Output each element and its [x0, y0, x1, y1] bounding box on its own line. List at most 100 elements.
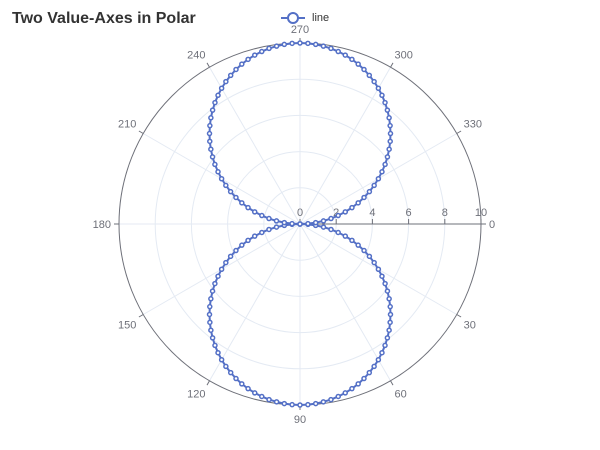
- data-point[interactable]: [328, 215, 334, 222]
- data-point[interactable]: [379, 349, 385, 356]
- data-point[interactable]: [387, 319, 393, 326]
- data-point[interactable]: [223, 78, 229, 85]
- data-point[interactable]: [212, 280, 218, 287]
- data-point[interactable]: [382, 342, 388, 349]
- data-point[interactable]: [387, 311, 394, 318]
- data-point[interactable]: [215, 169, 221, 175]
- data-point[interactable]: [355, 61, 361, 67]
- data-point[interactable]: [215, 92, 221, 99]
- data-point[interactable]: [371, 259, 377, 266]
- data-point[interactable]: [212, 342, 218, 349]
- data-point[interactable]: [245, 385, 251, 392]
- data-point[interactable]: [387, 130, 394, 137]
- data-point[interactable]: [355, 381, 361, 387]
- data-point[interactable]: [208, 146, 214, 152]
- data-point[interactable]: [252, 52, 258, 58]
- data-point[interactable]: [273, 399, 280, 405]
- data-point[interactable]: [342, 209, 349, 215]
- data-point[interactable]: [384, 335, 391, 341]
- data-point[interactable]: [208, 296, 214, 302]
- data-point[interactable]: [375, 176, 382, 182]
- data-point[interactable]: [259, 229, 265, 236]
- data-point[interactable]: [289, 401, 295, 408]
- data-point[interactable]: [208, 115, 214, 121]
- data-point[interactable]: [387, 122, 393, 129]
- data-point[interactable]: [349, 385, 355, 392]
- data-point[interactable]: [218, 85, 225, 91]
- data-point[interactable]: [206, 311, 213, 318]
- data-point[interactable]: [273, 218, 280, 224]
- data-point[interactable]: [245, 204, 251, 211]
- data-point[interactable]: [379, 273, 385, 279]
- data-point[interactable]: [215, 349, 221, 356]
- data-point[interactable]: [386, 146, 392, 152]
- data-point[interactable]: [208, 327, 214, 333]
- data-point[interactable]: [297, 402, 303, 408]
- data-point[interactable]: [209, 288, 216, 294]
- data-point[interactable]: [223, 182, 229, 189]
- data-point[interactable]: [212, 161, 218, 168]
- data-point[interactable]: [387, 138, 393, 145]
- data-point[interactable]: [289, 220, 295, 227]
- data-point[interactable]: [227, 72, 234, 79]
- data-point[interactable]: [239, 381, 245, 387]
- data-point[interactable]: [233, 247, 239, 254]
- data-point[interactable]: [312, 219, 319, 226]
- data-point[interactable]: [320, 43, 327, 49]
- data-point[interactable]: [233, 194, 239, 201]
- data-point[interactable]: [212, 99, 218, 106]
- data-point[interactable]: [320, 218, 327, 224]
- data-point[interactable]: [361, 194, 367, 201]
- data-point[interactable]: [259, 48, 265, 55]
- data-point[interactable]: [379, 169, 385, 175]
- data-point[interactable]: [281, 400, 288, 407]
- data-point[interactable]: [328, 45, 334, 52]
- data-point[interactable]: [233, 375, 239, 382]
- data-point[interactable]: [266, 226, 272, 233]
- data-point[interactable]: [223, 259, 229, 266]
- data-point[interactable]: [328, 396, 334, 403]
- data-point[interactable]: [386, 296, 392, 302]
- data-point[interactable]: [355, 200, 361, 206]
- data-point[interactable]: [379, 92, 385, 99]
- data-point[interactable]: [305, 401, 311, 408]
- data-point[interactable]: [382, 280, 388, 287]
- data-point[interactable]: [349, 204, 355, 211]
- data-point[interactable]: [320, 399, 327, 405]
- data-point[interactable]: [342, 390, 348, 396]
- data-point[interactable]: [259, 393, 265, 400]
- data-point[interactable]: [328, 226, 334, 233]
- data-point[interactable]: [366, 72, 373, 79]
- data-point[interactable]: [281, 219, 288, 226]
- data-point[interactable]: [207, 303, 213, 310]
- data-point[interactable]: [375, 85, 382, 91]
- data-point[interactable]: [266, 45, 272, 52]
- data-point[interactable]: [384, 154, 391, 160]
- data-point[interactable]: [355, 242, 361, 248]
- data-point[interactable]: [320, 224, 327, 230]
- data-point[interactable]: [297, 221, 303, 227]
- data-point[interactable]: [266, 396, 272, 403]
- data-point[interactable]: [386, 327, 392, 333]
- data-point[interactable]: [207, 138, 213, 145]
- data-point[interactable]: [349, 56, 355, 63]
- data-point[interactable]: [281, 41, 288, 48]
- data-point[interactable]: [371, 182, 377, 189]
- data-point[interactable]: [218, 357, 225, 363]
- data-point[interactable]: [349, 237, 355, 244]
- data-point[interactable]: [297, 40, 303, 46]
- data-point[interactable]: [305, 220, 311, 227]
- data-point[interactable]: [382, 99, 388, 106]
- data-point[interactable]: [371, 78, 377, 85]
- data-point[interactable]: [227, 188, 234, 195]
- data-point[interactable]: [227, 369, 234, 376]
- data-point[interactable]: [361, 66, 367, 73]
- data-point[interactable]: [335, 48, 341, 55]
- data-point[interactable]: [207, 319, 213, 326]
- data-point[interactable]: [312, 400, 319, 407]
- data-point[interactable]: [371, 363, 377, 370]
- data-point[interactable]: [209, 335, 216, 341]
- data-point[interactable]: [218, 266, 225, 272]
- data-point[interactable]: [209, 107, 216, 113]
- data-point[interactable]: [382, 161, 388, 168]
